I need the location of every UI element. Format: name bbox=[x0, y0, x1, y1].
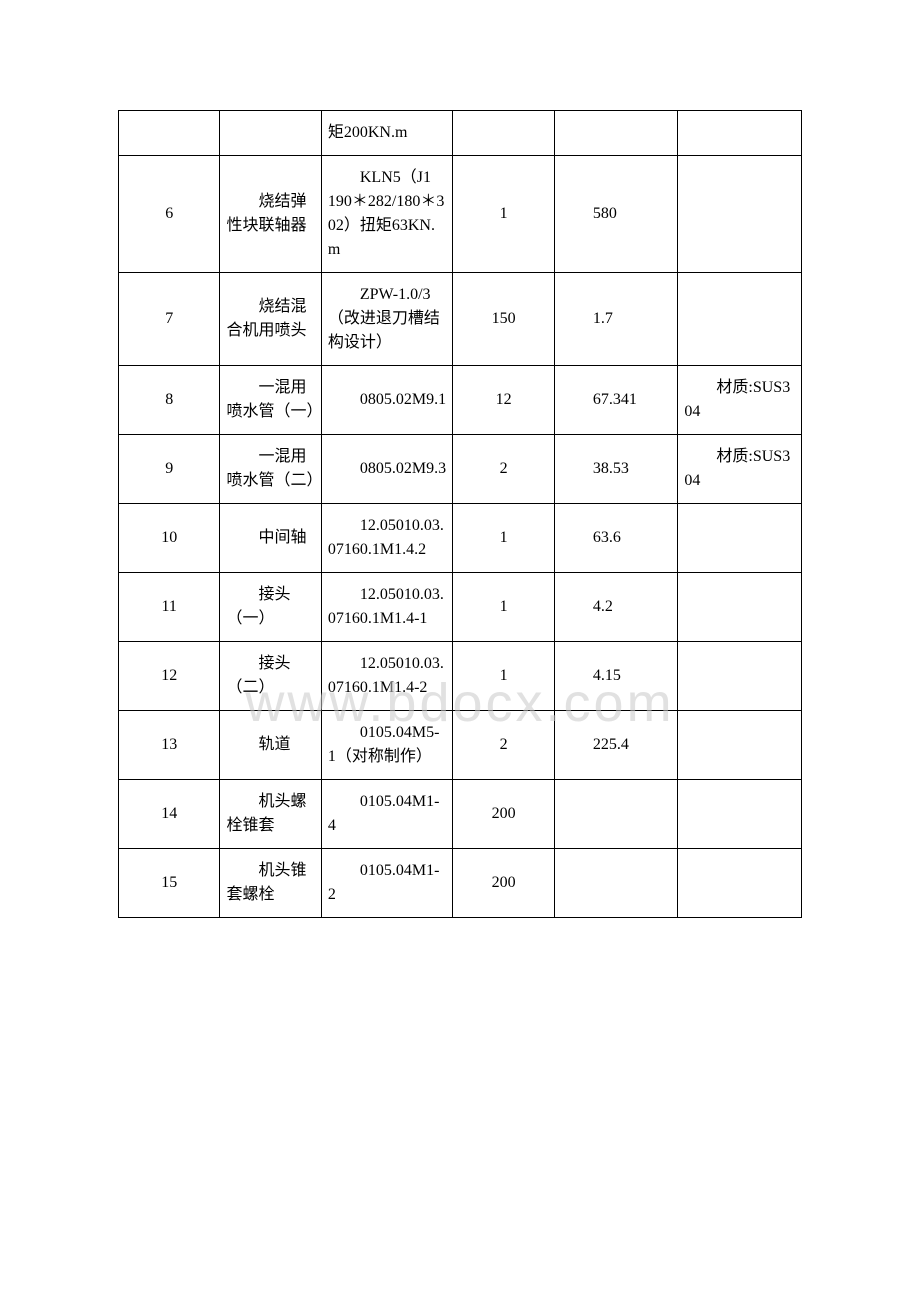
cell-name bbox=[220, 111, 321, 156]
table-row: 15 机头锥套螺栓 0105.04M1-2 200 bbox=[119, 849, 802, 918]
table-row: 6 烧结弹性块联轴器 KLN5（J1 190＊282/180＊302）扭矩63K… bbox=[119, 156, 802, 273]
table-row: 矩200KN.m bbox=[119, 111, 802, 156]
document-page: 矩200KN.m 6 烧结弹性块联轴器 KLN5（J1 190＊282/180＊… bbox=[0, 0, 920, 998]
cell-seq: 14 bbox=[119, 780, 220, 849]
cell-remark: 材质:SUS304 bbox=[678, 366, 802, 435]
cell-weight: 4.2 bbox=[554, 573, 678, 642]
cell-name: 机头锥套螺栓 bbox=[220, 849, 321, 918]
cell-seq: 12 bbox=[119, 642, 220, 711]
cell-weight: 225.4 bbox=[554, 711, 678, 780]
cell-weight: 63.6 bbox=[554, 504, 678, 573]
cell-spec: ZPW-1.0/3（改进退刀槽结构设计） bbox=[321, 273, 453, 366]
cell-remark bbox=[678, 111, 802, 156]
cell-seq: 6 bbox=[119, 156, 220, 273]
table-body: 矩200KN.m 6 烧结弹性块联轴器 KLN5（J1 190＊282/180＊… bbox=[119, 111, 802, 918]
cell-spec: 0805.02M9.3 bbox=[321, 435, 453, 504]
cell-name: 烧结混合机用喷头 bbox=[220, 273, 321, 366]
cell-remark: 材质:SUS304 bbox=[678, 435, 802, 504]
cell-seq: 9 bbox=[119, 435, 220, 504]
cell-weight: 38.53 bbox=[554, 435, 678, 504]
cell-seq: 13 bbox=[119, 711, 220, 780]
cell-remark bbox=[678, 780, 802, 849]
cell-qty: 2 bbox=[453, 435, 554, 504]
cell-seq bbox=[119, 111, 220, 156]
table-row: 10 中间轴 12.05010.03.07160.1M1.4.2 1 63.6 bbox=[119, 504, 802, 573]
table-row: 11 接头（一） 12.05010.03.07160.1M1.4-1 1 4.2 bbox=[119, 573, 802, 642]
cell-seq: 7 bbox=[119, 273, 220, 366]
cell-spec: 0105.04M1-4 bbox=[321, 780, 453, 849]
cell-name: 接头（一） bbox=[220, 573, 321, 642]
cell-remark bbox=[678, 273, 802, 366]
cell-weight: 580 bbox=[554, 156, 678, 273]
cell-qty: 1 bbox=[453, 504, 554, 573]
cell-remark bbox=[678, 849, 802, 918]
table-row: 13 轨道 0105.04M5-1（对称制作） 2 225.4 bbox=[119, 711, 802, 780]
cell-name: 轨道 bbox=[220, 711, 321, 780]
cell-weight: 4.15 bbox=[554, 642, 678, 711]
table-row: 9 一混用喷水管（二） 0805.02M9.3 2 38.53 材质:SUS30… bbox=[119, 435, 802, 504]
cell-name: 烧结弹性块联轴器 bbox=[220, 156, 321, 273]
cell-remark bbox=[678, 573, 802, 642]
cell-seq: 10 bbox=[119, 504, 220, 573]
table-row: 12 接头（二） 12.05010.03.07160.1M1.4-2 1 4.1… bbox=[119, 642, 802, 711]
cell-qty: 150 bbox=[453, 273, 554, 366]
cell-remark bbox=[678, 156, 802, 273]
table-row: 7 烧结混合机用喷头 ZPW-1.0/3（改进退刀槽结构设计） 150 1.7 bbox=[119, 273, 802, 366]
cell-spec: 0805.02M9.1 bbox=[321, 366, 453, 435]
cell-qty: 2 bbox=[453, 711, 554, 780]
cell-seq: 11 bbox=[119, 573, 220, 642]
cell-weight bbox=[554, 111, 678, 156]
parts-table: 矩200KN.m 6 烧结弹性块联轴器 KLN5（J1 190＊282/180＊… bbox=[118, 110, 802, 918]
cell-qty: 200 bbox=[453, 849, 554, 918]
cell-spec: 12.05010.03.07160.1M1.4-2 bbox=[321, 642, 453, 711]
table-row: 14 机头螺栓锥套 0105.04M1-4 200 bbox=[119, 780, 802, 849]
cell-remark bbox=[678, 711, 802, 780]
cell-spec: 12.05010.03.07160.1M1.4-1 bbox=[321, 573, 453, 642]
cell-spec: 12.05010.03.07160.1M1.4.2 bbox=[321, 504, 453, 573]
cell-name: 机头螺栓锥套 bbox=[220, 780, 321, 849]
cell-remark bbox=[678, 642, 802, 711]
cell-spec: KLN5（J1 190＊282/180＊302）扭矩63KN.m bbox=[321, 156, 453, 273]
cell-qty bbox=[453, 111, 554, 156]
cell-spec: 矩200KN.m bbox=[321, 111, 453, 156]
cell-weight: 1.7 bbox=[554, 273, 678, 366]
cell-name: 接头（二） bbox=[220, 642, 321, 711]
cell-seq: 15 bbox=[119, 849, 220, 918]
cell-name: 中间轴 bbox=[220, 504, 321, 573]
table-row: 8 一混用喷水管（一） 0805.02M9.1 12 67.341 材质:SUS… bbox=[119, 366, 802, 435]
cell-spec: 0105.04M1-2 bbox=[321, 849, 453, 918]
cell-qty: 1 bbox=[453, 642, 554, 711]
cell-qty: 1 bbox=[453, 573, 554, 642]
cell-name: 一混用喷水管（二） bbox=[220, 435, 321, 504]
cell-name: 一混用喷水管（一） bbox=[220, 366, 321, 435]
cell-qty: 12 bbox=[453, 366, 554, 435]
cell-qty: 200 bbox=[453, 780, 554, 849]
cell-qty: 1 bbox=[453, 156, 554, 273]
cell-weight: 67.341 bbox=[554, 366, 678, 435]
cell-seq: 8 bbox=[119, 366, 220, 435]
cell-weight bbox=[554, 780, 678, 849]
cell-remark bbox=[678, 504, 802, 573]
cell-weight bbox=[554, 849, 678, 918]
cell-spec: 0105.04M5-1（对称制作） bbox=[321, 711, 453, 780]
